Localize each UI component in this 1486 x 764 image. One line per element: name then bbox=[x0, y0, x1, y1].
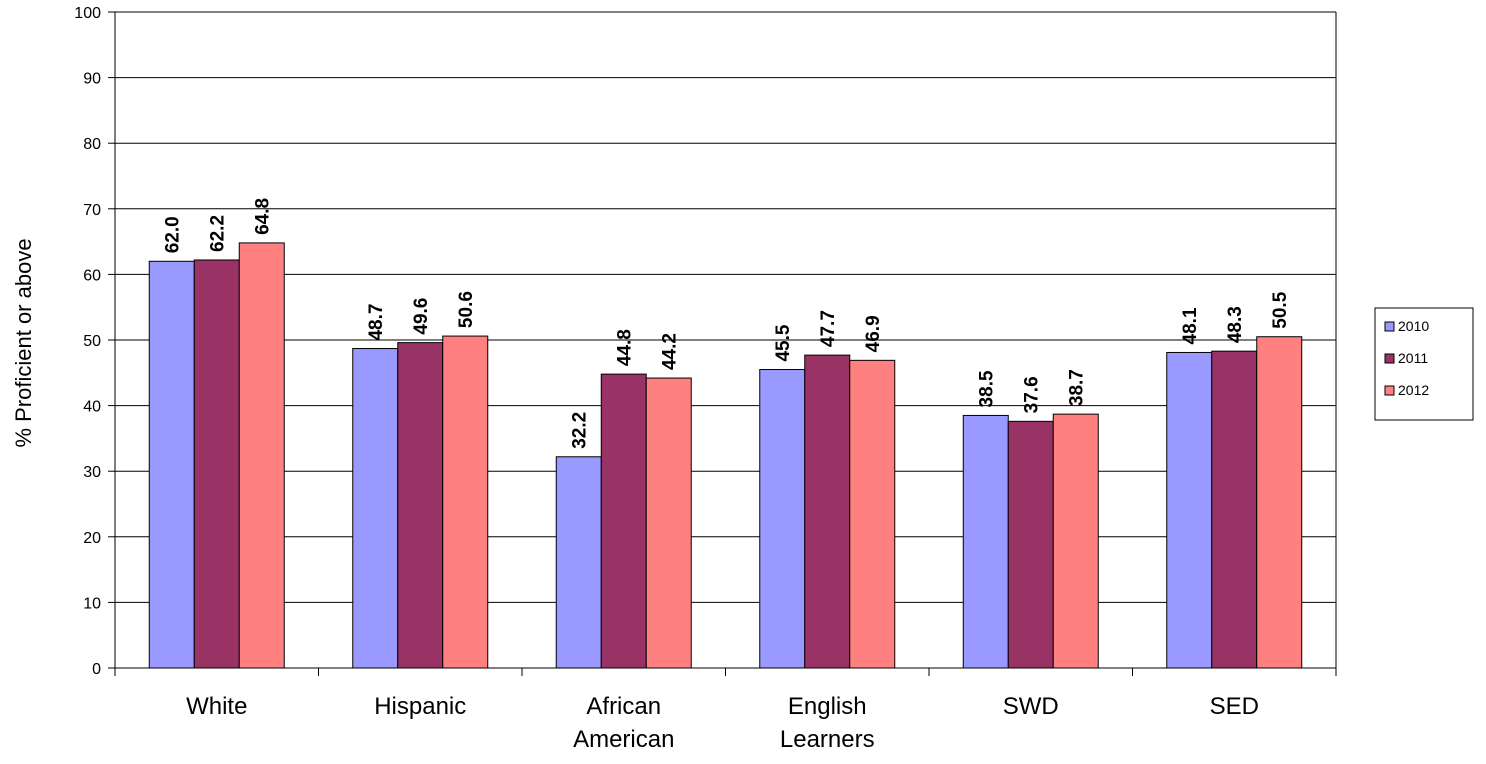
bars bbox=[148, 242, 1303, 669]
data-label: 48.3 bbox=[1225, 306, 1246, 343]
x-category-label: Hispanic bbox=[374, 693, 466, 720]
data-label: 44.2 bbox=[660, 333, 681, 370]
data-label: 62.0 bbox=[163, 216, 184, 253]
bar-2011 bbox=[1211, 350, 1258, 669]
bar-2010 bbox=[759, 369, 806, 669]
y-tick-label: 20 bbox=[83, 530, 101, 547]
data-label: 38.7 bbox=[1067, 369, 1088, 406]
bar-2010 bbox=[555, 456, 602, 669]
data-label: 44.8 bbox=[615, 329, 636, 366]
data-label: 38.5 bbox=[977, 370, 998, 407]
x-category-label: Learners bbox=[780, 726, 875, 753]
x-category-label: African bbox=[586, 693, 661, 720]
y-tick-label: 40 bbox=[83, 399, 101, 416]
data-label: 50.6 bbox=[456, 291, 477, 328]
data-label: 50.5 bbox=[1270, 291, 1291, 328]
data-label: 62.2 bbox=[208, 215, 229, 252]
x-category-label: American bbox=[573, 726, 674, 753]
data-label: 46.9 bbox=[863, 315, 884, 352]
y-tick-label: 90 bbox=[83, 71, 101, 88]
bar-2011 bbox=[804, 354, 851, 669]
legend-label: 2010 bbox=[1398, 318, 1429, 334]
y-tick-label: 30 bbox=[83, 464, 101, 481]
y-axis-title: % Proficient or above bbox=[11, 238, 36, 447]
data-label: 64.8 bbox=[253, 198, 274, 235]
bar-2012 bbox=[238, 242, 285, 669]
y-tick-label: 10 bbox=[83, 595, 101, 612]
gridlines bbox=[115, 11, 1336, 603]
y-tick-label: 70 bbox=[83, 202, 101, 219]
y-tick-label: 50 bbox=[83, 333, 101, 350]
bar-2011 bbox=[1007, 420, 1054, 669]
data-labels: 62.0 62.2 64.8 48.7 49.6 50.6 32.2 44.8 44.2 45.5… bbox=[163, 198, 1292, 449]
x-category-label: English bbox=[788, 693, 867, 720]
bar-2010 bbox=[962, 414, 1009, 669]
bar-2011 bbox=[193, 259, 240, 669]
y-tick-label: 0 bbox=[92, 661, 101, 678]
data-label: 48.7 bbox=[366, 304, 387, 341]
bar-2011 bbox=[397, 342, 444, 669]
x-category-label: White bbox=[186, 693, 247, 720]
data-label: 32.2 bbox=[570, 412, 591, 449]
legend-label: 2011 bbox=[1398, 350, 1428, 366]
bar-2010 bbox=[352, 348, 399, 669]
data-label: 49.6 bbox=[411, 298, 432, 335]
x-category-label: SWD bbox=[1003, 693, 1059, 720]
x-category-label: SED bbox=[1210, 693, 1259, 720]
bar-2012 bbox=[1052, 413, 1099, 669]
y-tick-label: 100 bbox=[74, 5, 101, 22]
legend: 2010 2011 2012 bbox=[1374, 307, 1474, 421]
bar-2010 bbox=[1166, 351, 1213, 669]
data-label: 45.5 bbox=[773, 324, 794, 361]
legend-swatch bbox=[1384, 385, 1395, 396]
bar-2012 bbox=[849, 359, 896, 669]
data-label: 47.7 bbox=[818, 310, 839, 347]
legend-swatch bbox=[1384, 321, 1395, 332]
axes: 0 10 20 30 40 50 60 70 80 90 100 White Hispanic Afric… bbox=[74, 5, 1337, 753]
bar-2010 bbox=[148, 260, 195, 669]
legend-swatch bbox=[1384, 353, 1395, 364]
data-label: 37.6 bbox=[1022, 376, 1043, 413]
data-label: 48.1 bbox=[1180, 307, 1201, 344]
legend-label: 2012 bbox=[1398, 382, 1429, 398]
bar-2012 bbox=[645, 377, 692, 669]
y-tick-label: 60 bbox=[83, 267, 101, 284]
bar-2012 bbox=[442, 335, 489, 669]
bar-2012 bbox=[1256, 336, 1303, 669]
y-tick-label: 80 bbox=[83, 136, 101, 153]
bar-2011 bbox=[600, 373, 647, 669]
